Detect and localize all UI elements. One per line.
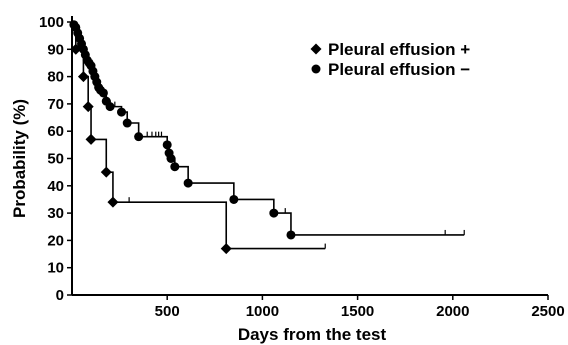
- event-marker: [100, 166, 112, 178]
- y-tick-label: 10: [47, 260, 64, 277]
- y-tick-label: 70: [47, 96, 64, 113]
- y-tick-label: 30: [47, 205, 64, 222]
- x-axis-title: Days from the test: [238, 325, 387, 344]
- legend: Pleural effusion +Pleural effusion −: [310, 40, 470, 79]
- y-axis-title: Probability (%): [10, 99, 29, 218]
- event-marker: [170, 162, 180, 172]
- event-marker: [220, 243, 232, 255]
- event-marker: [162, 140, 172, 150]
- y-tick-label: 90: [47, 41, 64, 58]
- event-marker: [85, 133, 97, 145]
- event-marker: [82, 101, 94, 113]
- diamond-marker-icon: [310, 43, 322, 55]
- series-1: [70, 21, 326, 255]
- y-tick-label: 20: [47, 232, 64, 249]
- y-tick-label: 50: [47, 151, 64, 168]
- legend-label: Pleural effusion +: [328, 40, 470, 59]
- circle-marker-icon: [311, 64, 321, 74]
- event-marker: [105, 102, 115, 112]
- y-tick-label: 100: [39, 14, 64, 31]
- legend-item: Pleural effusion +: [310, 40, 470, 59]
- x-tick-label: 2500: [531, 303, 564, 320]
- event-marker: [77, 71, 89, 83]
- event-marker: [107, 196, 119, 208]
- series-2: [69, 20, 465, 240]
- x-tick-label: 1500: [341, 303, 374, 320]
- y-tick-label: 0: [56, 287, 64, 304]
- y-tick-label: 40: [47, 178, 64, 195]
- event-marker: [269, 208, 279, 218]
- series-line: [72, 21, 326, 250]
- x-tick-label: 500: [155, 303, 180, 320]
- event-marker: [229, 194, 239, 204]
- x-tick-label: 2000: [436, 303, 469, 320]
- event-marker: [98, 88, 108, 98]
- legend-item: Pleural effusion −: [311, 60, 470, 79]
- event-marker: [122, 118, 132, 128]
- series-layer: [69, 20, 465, 255]
- y-tick-label: 80: [47, 69, 64, 86]
- axes: 0 10 20 30 40 50 60 70 80 90 100 500 1000 1500 2000 250…: [39, 14, 565, 320]
- event-marker: [166, 154, 176, 163]
- y-tick-label: 60: [47, 123, 64, 140]
- x-tick-label: 1000: [246, 303, 279, 320]
- event-marker: [117, 107, 127, 117]
- event-marker: [286, 230, 296, 240]
- event-marker: [134, 132, 144, 142]
- legend-label: Pleural effusion −: [328, 60, 470, 79]
- event-marker: [183, 178, 193, 188]
